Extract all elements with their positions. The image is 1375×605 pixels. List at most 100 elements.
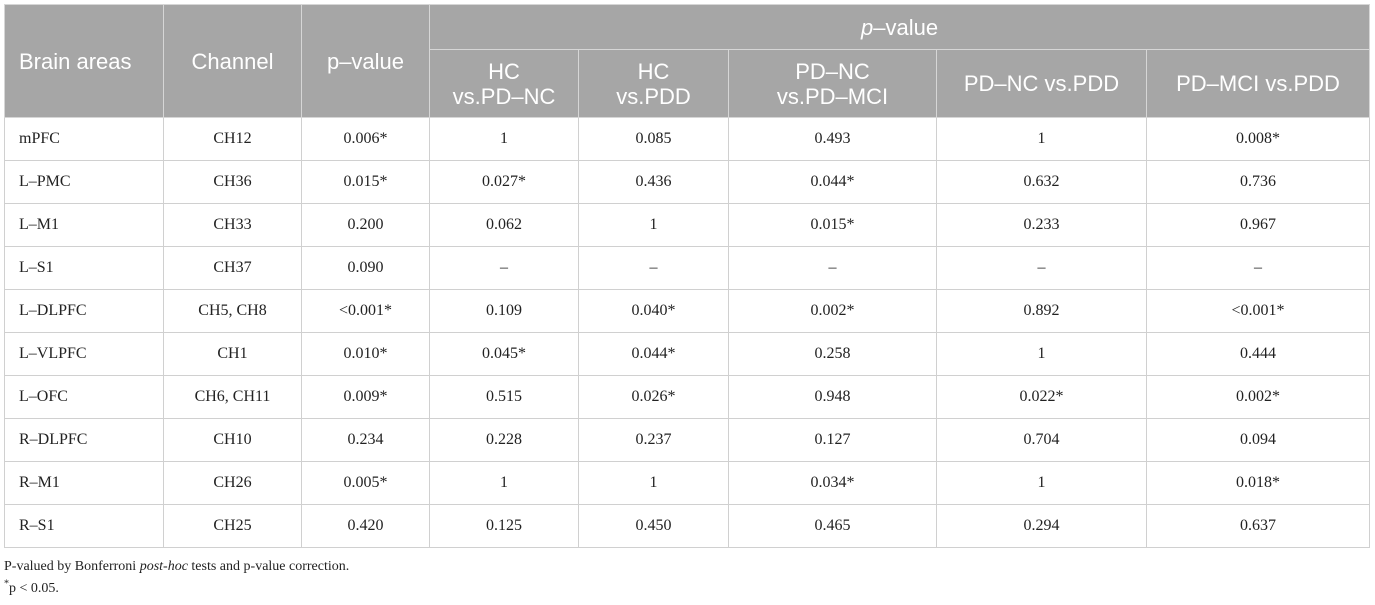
cell-p: 0.420 bbox=[301, 504, 430, 548]
cell-c2: – bbox=[578, 246, 729, 290]
table-row: L–OFC CH6, CH11 0.009* 0.515 0.026* 0.94… bbox=[4, 375, 1371, 419]
cell-c1: 0.109 bbox=[429, 289, 579, 333]
cell-c3: 0.258 bbox=[728, 332, 937, 376]
cell-channel: CH25 bbox=[163, 504, 302, 548]
cell-c3: 0.044* bbox=[728, 160, 937, 204]
cell-c1: 0.228 bbox=[429, 418, 579, 462]
cell-area: L–VLPFC bbox=[4, 332, 164, 376]
table-row: L–S1 CH37 0.090 – – – – – bbox=[4, 246, 1371, 290]
cell-p: 0.006* bbox=[301, 117, 430, 161]
cell-area: L–PMC bbox=[4, 160, 164, 204]
footnote-method: P-valued by Bonferroni post-hoc tests an… bbox=[4, 556, 349, 578]
cell-c1: 0.125 bbox=[429, 504, 579, 548]
cell-c1: 0.515 bbox=[429, 375, 579, 419]
table-row: L–VLPFC CH1 0.010* 0.045* 0.044* 0.258 1… bbox=[4, 332, 1371, 376]
cell-c5: 0.002* bbox=[1145, 375, 1371, 419]
cell-c2: 0.450 bbox=[578, 504, 729, 548]
cell-c4: 0.294 bbox=[936, 504, 1147, 548]
header-group-rest: –value bbox=[873, 14, 939, 40]
cell-channel: CH33 bbox=[163, 203, 302, 247]
cell-p: 0.015* bbox=[301, 160, 430, 204]
cell-p: 0.090 bbox=[301, 246, 430, 290]
cell-c1: – bbox=[429, 246, 579, 290]
cell-c3: 0.015* bbox=[728, 203, 937, 247]
cell-c5: 0.637 bbox=[1145, 504, 1371, 548]
cell-c3: 0.127 bbox=[728, 418, 937, 462]
cell-c4: 0.892 bbox=[936, 289, 1147, 333]
footnote-mark: * bbox=[4, 578, 9, 590]
cell-c4: 1 bbox=[936, 117, 1147, 161]
cell-c2: 0.040* bbox=[578, 289, 729, 333]
header-pdmci-vs-pdd: PD–MCI vs.PDD bbox=[1145, 49, 1371, 118]
cell-area: mPFC bbox=[4, 117, 164, 161]
cell-c5: 0.967 bbox=[1145, 203, 1371, 247]
footnote-text: P-valued by Bonferroni bbox=[4, 559, 140, 574]
cell-c2: 1 bbox=[578, 461, 729, 505]
cell-area: L–S1 bbox=[4, 246, 164, 290]
cell-c1: 1 bbox=[429, 461, 579, 505]
cell-c5: 0.008* bbox=[1145, 117, 1371, 161]
cell-area: R–S1 bbox=[4, 504, 164, 548]
table-row: L–M1 CH33 0.200 0.062 1 0.015* 0.233 0.9… bbox=[4, 203, 1371, 247]
table-footnotes: P-valued by Bonferroni post-hoc tests an… bbox=[4, 556, 349, 600]
table-row: mPFC CH12 0.006* 1 0.085 0.493 1 0.008* bbox=[4, 117, 1371, 161]
cell-c5: – bbox=[1145, 246, 1371, 290]
cell-channel: CH5, CH8 bbox=[163, 289, 302, 333]
cell-c1: 0.045* bbox=[429, 332, 579, 376]
cell-c2: 0.026* bbox=[578, 375, 729, 419]
cell-c4: 0.632 bbox=[936, 160, 1147, 204]
table-row: L–PMC CH36 0.015* 0.027* 0.436 0.044* 0.… bbox=[4, 160, 1371, 204]
cell-c2: 0.085 bbox=[578, 117, 729, 161]
header-hc-vs-pdnc: HC vs.PD–NC bbox=[429, 49, 579, 118]
cell-p: 0.010* bbox=[301, 332, 430, 376]
cell-c3: 0.493 bbox=[728, 117, 937, 161]
cell-p: 0.200 bbox=[301, 203, 430, 247]
cell-area: L–M1 bbox=[4, 203, 164, 247]
results-table: Brain areas Channel p–value p–value HC vs… bbox=[4, 4, 1371, 548]
cell-c1: 1 bbox=[429, 117, 579, 161]
table-header: Brain areas Channel p–value p–value HC vs… bbox=[4, 4, 1371, 118]
header-hc-vs-pdd: HC vs.PDD bbox=[578, 49, 729, 118]
cell-channel: CH10 bbox=[163, 418, 302, 462]
cell-c1: 0.062 bbox=[429, 203, 579, 247]
header-line: HC bbox=[637, 58, 670, 84]
cell-area: R–M1 bbox=[4, 461, 164, 505]
header-p-value-group: p–value bbox=[428, 4, 1371, 50]
footnote-significance: *p < 0.05. bbox=[4, 578, 349, 600]
cell-area: R–DLPFC bbox=[4, 418, 164, 462]
cell-c5: 0.444 bbox=[1145, 332, 1371, 376]
header-line: vs.PDD bbox=[616, 83, 691, 109]
cell-c1: 0.027* bbox=[429, 160, 579, 204]
cell-c4: 1 bbox=[936, 461, 1147, 505]
header-line: HC bbox=[488, 58, 520, 84]
table-row: L–DLPFC CH5, CH8 <0.001* 0.109 0.040* 0.… bbox=[4, 289, 1371, 333]
cell-c3: 0.465 bbox=[728, 504, 937, 548]
cell-c3: 0.034* bbox=[728, 461, 937, 505]
cell-area: L–OFC bbox=[4, 375, 164, 419]
cell-c3: 0.002* bbox=[728, 289, 937, 333]
table-row: R–M1 CH26 0.005* 1 1 0.034* 1 0.018* bbox=[4, 461, 1371, 505]
cell-channel: CH37 bbox=[163, 246, 302, 290]
cell-c4: 0.022* bbox=[936, 375, 1147, 419]
cell-p: 0.005* bbox=[301, 461, 430, 505]
header-brain-areas: Brain areas bbox=[4, 4, 164, 118]
cell-c2: 1 bbox=[578, 203, 729, 247]
cell-p: 0.009* bbox=[301, 375, 430, 419]
cell-area: L–DLPFC bbox=[4, 289, 164, 333]
header-group-p: p bbox=[860, 14, 874, 40]
cell-channel: CH26 bbox=[163, 461, 302, 505]
header-channel: Channel bbox=[163, 4, 302, 118]
cell-c4: 0.704 bbox=[936, 418, 1147, 462]
cell-c2: 0.044* bbox=[578, 332, 729, 376]
cell-c4: – bbox=[936, 246, 1147, 290]
cell-c4: 0.233 bbox=[936, 203, 1147, 247]
table-row: R–DLPFC CH10 0.234 0.228 0.237 0.127 0.7… bbox=[4, 418, 1371, 462]
header-line: PD–NC bbox=[795, 58, 870, 84]
table-body: mPFC CH12 0.006* 1 0.085 0.493 1 0.008* … bbox=[4, 117, 1371, 548]
cell-channel: CH12 bbox=[163, 117, 302, 161]
cell-c2: 0.237 bbox=[578, 418, 729, 462]
cell-channel: CH6, CH11 bbox=[163, 375, 302, 419]
cell-c5: 0.094 bbox=[1145, 418, 1371, 462]
footnote-italic-text: post-hoc bbox=[139, 559, 188, 574]
cell-p: 0.234 bbox=[301, 418, 430, 462]
